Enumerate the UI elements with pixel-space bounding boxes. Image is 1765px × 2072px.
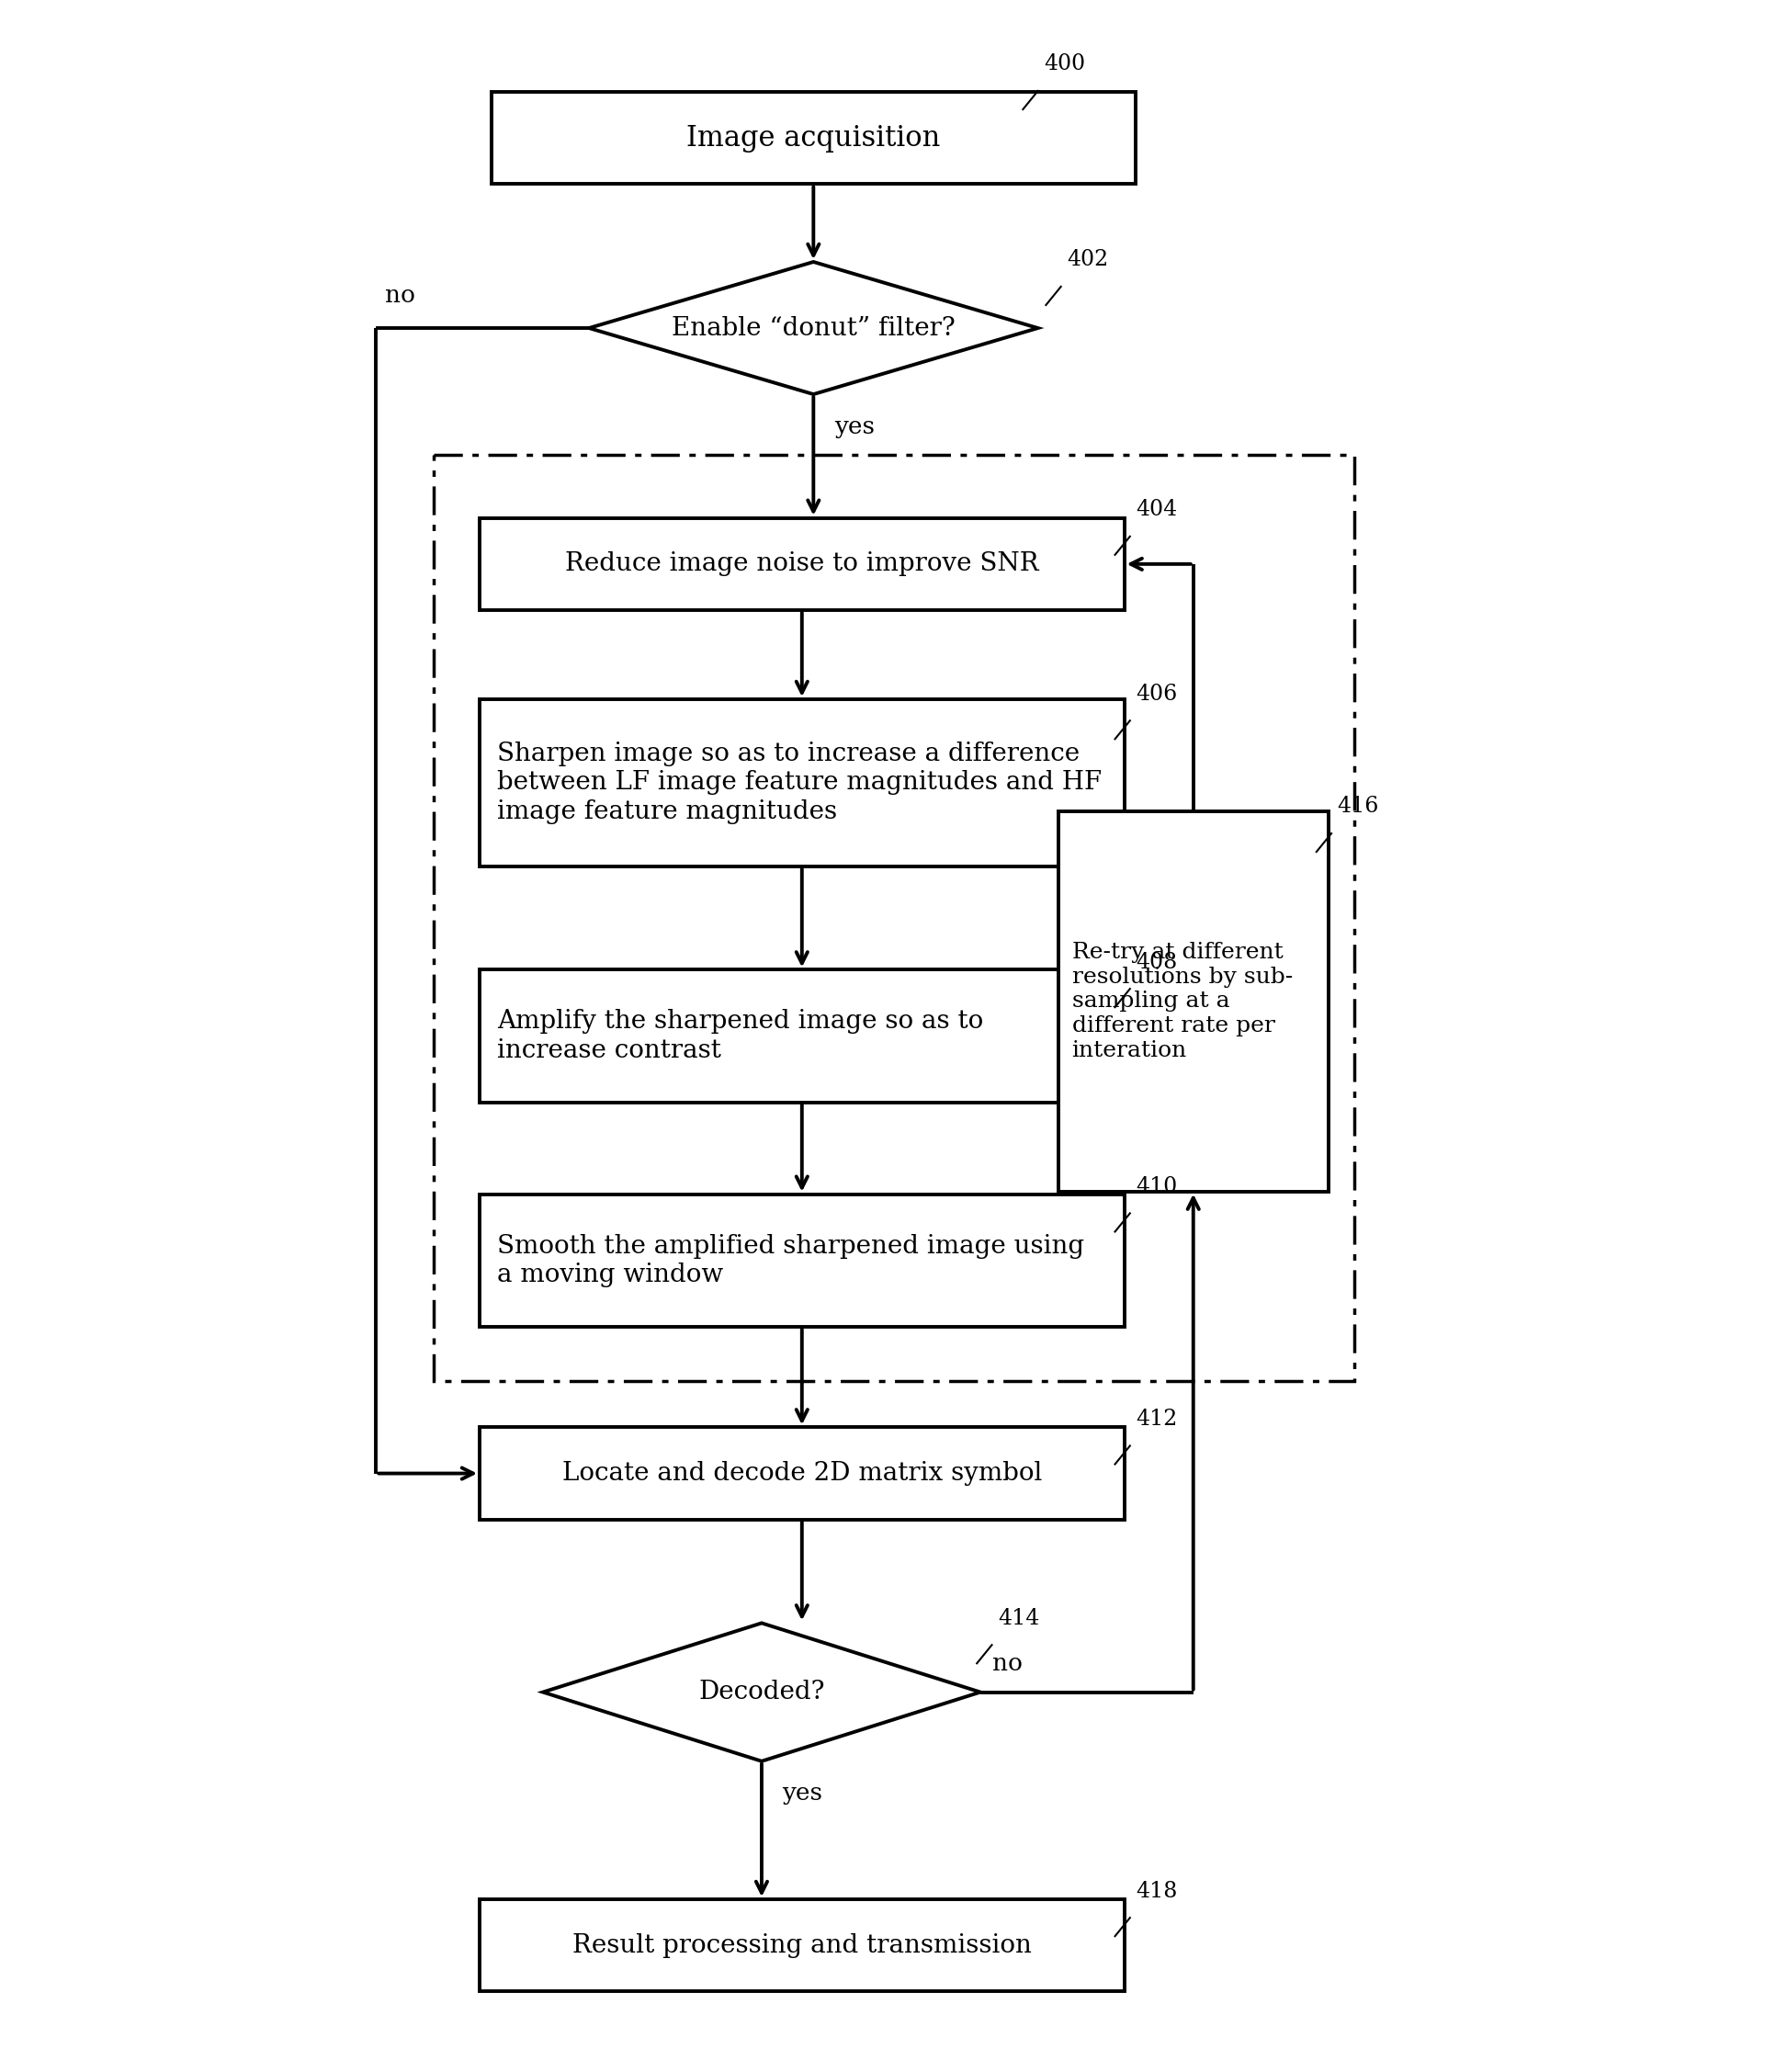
Bar bbox=[480, 970, 1124, 1102]
Text: 418: 418 bbox=[1135, 1881, 1177, 1902]
Text: Enable “donut” filter?: Enable “donut” filter? bbox=[672, 315, 955, 340]
Bar bbox=[480, 518, 1124, 609]
Text: Result processing and transmission: Result processing and transmission bbox=[572, 1933, 1031, 1958]
Text: 414: 414 bbox=[997, 1608, 1040, 1629]
Bar bbox=[480, 1428, 1124, 1519]
Text: no: no bbox=[992, 1651, 1022, 1674]
Text: yes: yes bbox=[835, 414, 875, 437]
Bar bbox=[1057, 812, 1329, 1191]
Text: 410: 410 bbox=[1135, 1177, 1177, 1198]
Text: 412: 412 bbox=[1135, 1409, 1177, 1430]
Text: Re-try at different
resolutions by sub-
sampling at a
different rate per
interat: Re-try at different resolutions by sub- … bbox=[1071, 943, 1292, 1061]
Text: yes: yes bbox=[782, 1782, 822, 1805]
Bar bbox=[434, 454, 1354, 1382]
Text: Amplify the sharpened image so as to
increase contrast: Amplify the sharpened image so as to inc… bbox=[498, 1009, 983, 1063]
Text: Sharpen image so as to increase a difference
between LF image feature magnitudes: Sharpen image so as to increase a differ… bbox=[498, 742, 1101, 825]
Text: 400: 400 bbox=[1043, 54, 1085, 75]
Text: Decoded?: Decoded? bbox=[699, 1680, 824, 1705]
Bar bbox=[491, 91, 1135, 184]
Text: Smooth the amplified sharpened image using
a moving window: Smooth the amplified sharpened image usi… bbox=[498, 1233, 1084, 1287]
Text: 406: 406 bbox=[1135, 684, 1177, 704]
Text: no: no bbox=[385, 284, 415, 307]
Text: Reduce image noise to improve SNR: Reduce image noise to improve SNR bbox=[565, 551, 1040, 576]
Text: Image acquisition: Image acquisition bbox=[687, 124, 941, 153]
Text: 408: 408 bbox=[1135, 951, 1177, 972]
Polygon shape bbox=[544, 1622, 980, 1761]
Bar bbox=[480, 1193, 1124, 1326]
Text: 402: 402 bbox=[1066, 249, 1108, 271]
Polygon shape bbox=[590, 261, 1038, 394]
Bar bbox=[480, 1900, 1124, 1991]
Bar bbox=[480, 700, 1124, 866]
Text: 416: 416 bbox=[1338, 796, 1378, 816]
Text: 404: 404 bbox=[1135, 499, 1177, 520]
Text: Locate and decode 2D matrix symbol: Locate and decode 2D matrix symbol bbox=[561, 1461, 1041, 1486]
